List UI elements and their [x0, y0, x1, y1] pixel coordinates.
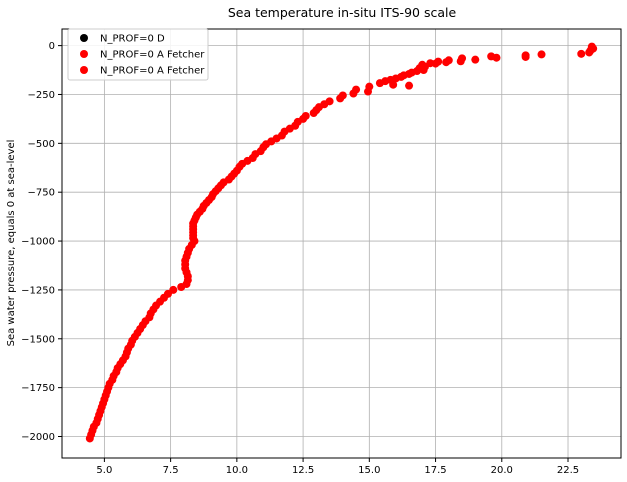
y-tick-label: −500	[28, 139, 55, 150]
data-point	[389, 80, 398, 89]
legend-label-1: N_PROF=0 A Fetcher	[100, 50, 205, 61]
x-tick-label: 12.5	[292, 465, 314, 476]
data-point	[349, 89, 358, 98]
y-tick-label: 0	[49, 41, 55, 52]
data-point	[585, 48, 594, 57]
y-tick-label: −750	[28, 188, 55, 199]
x-tick-label: 15.0	[358, 465, 380, 476]
x-axis: 5.0 7.5 10.0 12.5 15.0 17.5 20.0 22.5	[96, 458, 579, 476]
legend-label-0: N_PROF=0 D	[100, 34, 165, 45]
legend: N_PROF=0 D N_PROF=0 A Fetcher N_PROF=0 A…	[67, 28, 209, 81]
y-tick-label: −2000	[21, 432, 55, 443]
data-point	[456, 57, 465, 66]
data-point	[521, 52, 530, 61]
legend-marker-0	[80, 34, 88, 42]
data-point	[442, 58, 451, 67]
data-point	[363, 87, 372, 96]
data-point	[487, 52, 496, 61]
data-point	[309, 109, 318, 118]
data-point	[85, 434, 94, 443]
legend-marker-1	[80, 50, 88, 58]
chart-title: Sea temperature in-situ ITS-90 scale	[228, 5, 457, 20]
data-point	[471, 55, 480, 64]
data-point	[405, 81, 414, 90]
data-point	[577, 49, 586, 58]
data-point	[537, 50, 546, 59]
x-tick-label: 22.5	[557, 465, 579, 476]
plot-frame	[61, 28, 622, 459]
x-tick-label: 7.5	[163, 465, 179, 476]
y-tick-label: −1000	[21, 237, 55, 248]
data-point	[177, 282, 186, 291]
x-tick-label: 20.0	[491, 465, 513, 476]
legend-marker-2	[80, 66, 88, 74]
x-tick-label: 17.5	[424, 465, 446, 476]
y-axis: 0 −250 −500 −750 −1000 −1250 −1500 −1750 −2000	[21, 41, 62, 443]
y-tick-label: −1750	[21, 383, 55, 394]
y-tick-label: −250	[28, 90, 55, 101]
data-point	[375, 79, 384, 88]
data-points	[85, 42, 598, 443]
data-point	[419, 66, 428, 75]
x-tick-label: 5.0	[96, 465, 112, 476]
grid	[62, 29, 621, 458]
y-tick-label: −1500	[21, 334, 55, 345]
legend-box	[67, 28, 209, 81]
y-axis-label: Sea water pressure, equals 0 at sea-leve…	[6, 140, 17, 347]
x-tick-label: 10.0	[226, 465, 248, 476]
legend-label-2: N_PROF=0 A Fetcher	[100, 66, 205, 77]
y-tick-label: −1250	[21, 285, 55, 296]
data-point	[336, 94, 345, 103]
